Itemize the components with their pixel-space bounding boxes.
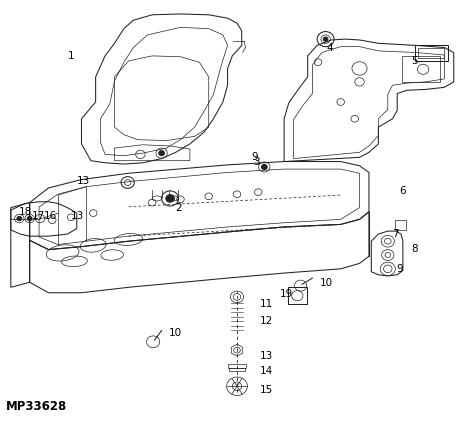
Text: 4: 4 (327, 43, 333, 52)
Text: 13: 13 (71, 211, 84, 221)
Text: 13: 13 (77, 176, 90, 186)
Text: 11: 11 (260, 299, 273, 309)
Text: 19: 19 (280, 289, 293, 299)
Text: 8: 8 (411, 244, 418, 254)
Text: 16: 16 (44, 211, 57, 221)
Circle shape (262, 165, 267, 170)
Text: 15: 15 (260, 385, 273, 395)
Text: 14: 14 (260, 366, 273, 376)
Text: 2: 2 (176, 203, 182, 213)
Circle shape (166, 195, 174, 202)
Circle shape (27, 216, 32, 221)
Text: 17: 17 (32, 211, 45, 221)
Text: 10: 10 (319, 278, 333, 288)
Text: 6: 6 (400, 186, 406, 196)
Text: 9: 9 (252, 152, 258, 162)
Text: 1: 1 (68, 51, 74, 61)
Text: 12: 12 (260, 316, 273, 326)
Text: 3: 3 (254, 157, 260, 167)
Circle shape (159, 151, 164, 156)
Text: 7: 7 (392, 229, 399, 239)
Circle shape (323, 37, 328, 41)
Circle shape (17, 216, 22, 221)
Text: MP33628: MP33628 (6, 400, 67, 413)
Text: 10: 10 (169, 328, 182, 338)
Text: 18: 18 (19, 207, 32, 217)
Text: 5: 5 (411, 56, 418, 66)
Text: 13: 13 (260, 351, 273, 361)
Text: 9: 9 (396, 264, 403, 274)
